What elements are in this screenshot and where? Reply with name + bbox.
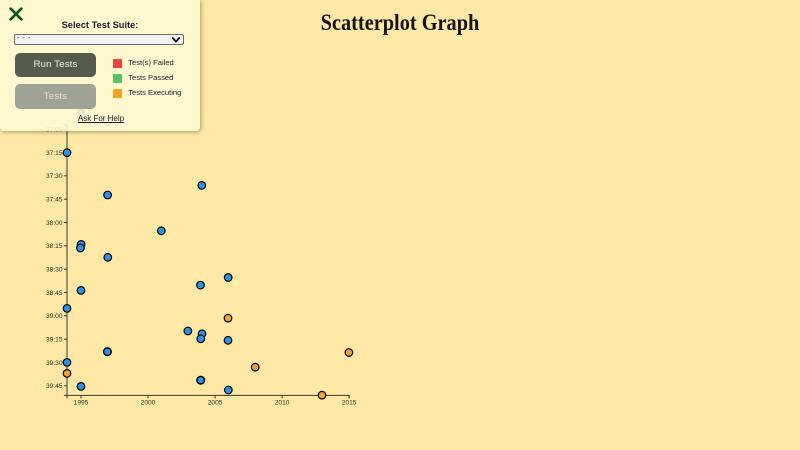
svg-text:1995: 1995: [74, 399, 89, 406]
svg-text:38:30: 38:30: [46, 267, 63, 274]
svg-text:37:30: 37:30: [46, 173, 63, 180]
svg-text:38:15: 38:15: [46, 243, 63, 250]
svg-text:39:00: 39:00: [46, 313, 63, 320]
svg-text:38:45: 38:45: [46, 290, 63, 297]
svg-text:2005: 2005: [208, 399, 223, 406]
svg-text:39:15: 39:15: [46, 337, 63, 344]
svg-text:39:30: 39:30: [46, 360, 63, 367]
svg-text:2015: 2015: [342, 399, 357, 406]
svg-text:37:15: 37:15: [46, 150, 63, 157]
svg-text:37:45: 37:45: [46, 197, 63, 204]
svg-text:2000: 2000: [141, 399, 156, 406]
svg-text:38:00: 38:00: [46, 220, 63, 227]
svg-text:39:45: 39:45: [46, 383, 63, 390]
svg-text:2010: 2010: [275, 399, 290, 406]
